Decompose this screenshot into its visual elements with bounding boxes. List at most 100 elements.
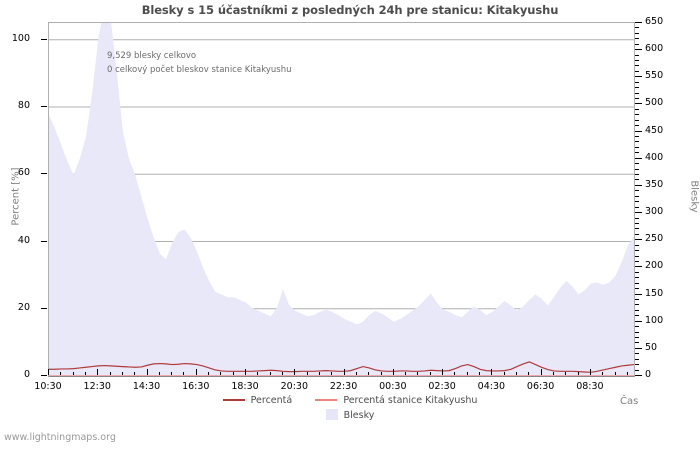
y-axis-right-minor-tickmark <box>635 125 639 127</box>
y-axis-right-minor-tickmark <box>635 87 639 89</box>
legend: Percentá Percentá stanice Kitakyushu Ble… <box>0 392 700 422</box>
y-axis-right-minor-tickmark <box>635 174 639 176</box>
y-axis-right-tickmark <box>635 184 642 186</box>
x-axis-minor-tickmark <box>158 371 160 375</box>
y-axis-right-tickmark <box>635 375 642 376</box>
plot-canvas <box>49 23 634 376</box>
y-axis-right-minor-tickmark <box>635 331 639 333</box>
x-axis-minor-tickmark <box>306 371 308 375</box>
y-axis-right-minor-tickmark <box>635 201 639 203</box>
y-axis-right-minor-tickmark <box>635 369 639 371</box>
y-axis-right-minor-tickmark <box>635 304 639 306</box>
y-axis-right-tick-label: 400 <box>645 151 664 163</box>
legend-item-percent-station[interactable]: Percentá stanice Kitakyushu <box>315 393 477 408</box>
x-axis-tickmark <box>343 369 345 375</box>
x-axis-tickmark <box>589 369 591 375</box>
x-axis-minor-tickmark <box>565 371 567 375</box>
page-title: Blesky s 15 účastníkmi z posledných 24h … <box>141 3 559 17</box>
y-axis-right-minor-tickmark <box>635 70 639 72</box>
y-axis-right-tickmark <box>635 130 642 132</box>
y-axis-left-tick-label: 80 <box>17 100 30 112</box>
x-axis-tick-label: 10:30 <box>34 381 62 392</box>
x-axis-tick-label: 20:30 <box>280 381 308 392</box>
y-axis-left-tick-label: 60 <box>17 167 30 179</box>
x-axis-minor-tickmark <box>282 371 283 375</box>
y-axis-right-minor-tickmark <box>635 282 639 284</box>
y-axis-right-tickmark <box>635 103 642 105</box>
legend-label-strokes: Blesky <box>343 410 375 421</box>
annotation-total-strokes: 9,529 blesky celkovo <box>107 51 197 61</box>
x-axis-minor-tickmark <box>134 371 136 375</box>
y-axis-left-tick-label: 20 <box>17 301 30 313</box>
y-axis-right-minor-tickmark <box>635 114 639 116</box>
legend-swatch-percent-station-icon <box>315 398 338 401</box>
legend-row-lines: Percentá Percentá stanice Kitakyushu <box>0 392 700 407</box>
y-axis-right-tick-label: 250 <box>645 233 664 245</box>
legend-label-percent-station: Percentá stanice Kitakyushu <box>343 395 478 406</box>
x-axis-minor-tickmark <box>331 371 333 375</box>
x-axis-tick-label: 14:30 <box>132 381 161 392</box>
y-axis-right-tickmark <box>635 347 642 349</box>
y-axis-right-tickmark <box>635 266 642 268</box>
x-axis-tick-label: 16:30 <box>182 381 210 392</box>
y-axis-right-minor-tickmark <box>635 336 639 338</box>
y-axis-left-tick-label: 0 <box>23 369 30 380</box>
y-axis-right-minor-tickmark <box>635 136 639 138</box>
x-axis-tickmark <box>442 369 444 375</box>
legend-item-strokes[interactable]: Blesky <box>325 408 375 423</box>
x-axis-minor-tickmark <box>72 371 74 375</box>
y-axis-right-minor-tickmark <box>635 288 639 290</box>
x-axis-minor-tickmark <box>318 371 320 375</box>
y-axis-right-minor-tickmark <box>635 38 639 40</box>
x-axis-minor-tickmark <box>208 371 210 375</box>
x-axis-minor-tickmark <box>109 371 111 375</box>
y-axis-right-minor-tickmark <box>635 65 639 67</box>
y-axis-right-minor-tickmark <box>635 233 639 235</box>
y-axis-right-tickmark <box>635 157 642 159</box>
y-axis-right-minor-tickmark <box>635 146 639 148</box>
y-axis-right-minor-tickmark <box>635 244 639 246</box>
x-axis-tickmark <box>245 369 247 375</box>
series-blesky-area <box>49 23 634 376</box>
y-axis-left-tickmark <box>41 173 47 175</box>
x-axis-tick-label: 06:30 <box>526 381 555 392</box>
footer-watermark: www.lightningmaps.org <box>4 432 116 443</box>
x-axis-minor-tickmark <box>577 371 579 375</box>
y-axis-right-minor-tickmark <box>635 206 639 208</box>
y-axis-right-minor-tickmark <box>635 217 639 219</box>
y-axis-right-tick-label: 0 <box>645 369 652 380</box>
y-axis-left-label: Percent [%] <box>10 166 22 226</box>
y-axis-right-tickmark <box>635 239 642 241</box>
y-axis-right-minor-tickmark <box>635 54 639 56</box>
y-axis-right-tickmark <box>635 22 642 23</box>
y-axis-right-minor-tickmark <box>635 195 639 197</box>
y-axis-right-minor-tickmark <box>635 250 639 252</box>
x-axis-tick-label: 12:30 <box>83 381 111 392</box>
x-axis-minor-tickmark <box>417 371 419 375</box>
legend-item-percent[interactable]: Percentá <box>222 393 293 408</box>
x-axis-minor-tickmark <box>355 371 357 375</box>
x-axis-tick-label: 02:30 <box>428 381 456 392</box>
y-axis-right-tick-label: 100 <box>645 314 664 326</box>
y-axis-right-minor-tickmark <box>635 309 639 311</box>
x-axis-tick-label: 00:30 <box>379 381 407 392</box>
y-axis-left-tick-label: 40 <box>17 234 30 246</box>
y-axis-right-minor-tickmark <box>635 277 639 279</box>
legend-swatch-strokes-icon <box>325 409 338 420</box>
annotation-station-strokes: 0 celkový počet bleskov stanice Kitakyus… <box>107 65 292 75</box>
y-axis-right-minor-tickmark <box>635 98 639 100</box>
y-axis-right-minor-tickmark <box>635 315 639 317</box>
y-axis-right-minor-tickmark <box>635 298 639 300</box>
x-axis-minor-tickmark <box>503 371 505 375</box>
x-axis-tick-label: 18:30 <box>231 381 259 392</box>
y-axis-right-minor-tickmark <box>635 364 639 366</box>
y-axis-right-minor-tickmark <box>635 81 639 83</box>
y-axis-right-tickmark <box>635 293 642 295</box>
legend-label-percent: Percentá <box>250 395 293 406</box>
x-axis-minor-tickmark <box>479 371 481 375</box>
y-axis-right-tick-label: 300 <box>645 206 664 218</box>
y-axis-left-tickmark <box>41 106 47 108</box>
y-axis-right-tick-label: 50 <box>645 341 658 353</box>
y-axis-right-tick-label: 150 <box>645 287 664 299</box>
y-axis-right-minor-tickmark <box>635 222 639 224</box>
